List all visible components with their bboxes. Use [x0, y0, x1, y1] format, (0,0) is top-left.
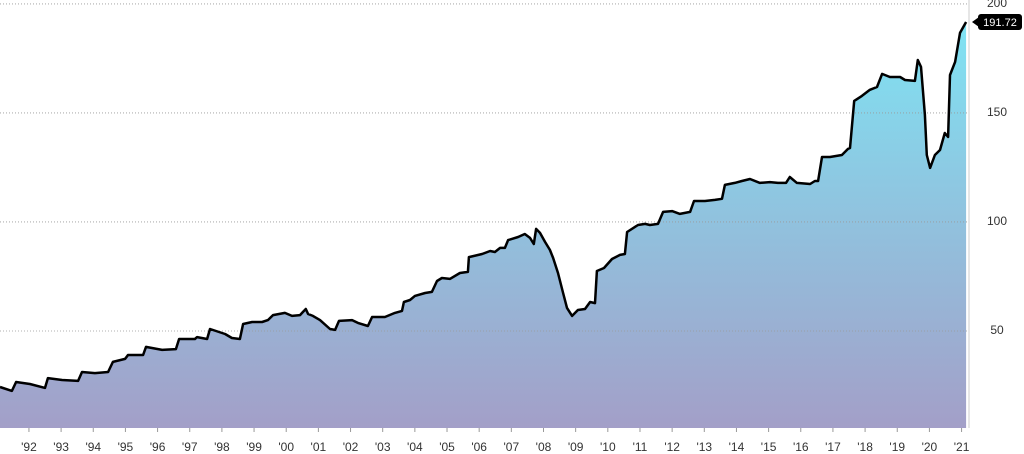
x-tick-label: '09 — [568, 440, 584, 454]
last-value-label: 191.72 — [983, 17, 1017, 29]
y-tick-label: 100 — [987, 214, 1007, 228]
last-value-box — [978, 13, 1022, 30]
x-tick-label: '08 — [536, 440, 552, 454]
x-tick-label: '02 — [343, 440, 359, 454]
y-tick-label: 150 — [987, 105, 1007, 119]
x-tick-label: '99 — [246, 440, 262, 454]
x-tick-label: '94 — [85, 440, 101, 454]
x-tick-label: '04 — [407, 440, 423, 454]
x-tick-label: '11 — [633, 440, 648, 454]
x-tick-label: '95 — [118, 440, 134, 454]
x-tick-label: '17 — [825, 440, 841, 454]
x-tick-label: '15 — [761, 440, 777, 454]
line — [0, 21, 968, 393]
y-tick-label: 200 — [987, 0, 1007, 10]
x-tick-label: '96 — [150, 440, 166, 454]
x-tick-label: '13 — [696, 440, 712, 454]
x-tick-label: '20 — [922, 440, 938, 454]
x-tick-label: '14 — [729, 440, 745, 454]
x-tick-label: '16 — [793, 440, 809, 454]
x-tick-label: '10 — [600, 440, 616, 454]
x-tick-label: '98 — [214, 440, 230, 454]
x-tick-label: '12 — [664, 440, 680, 454]
x-tick-label: '00 — [278, 440, 294, 454]
x-tick-label: '05 — [439, 440, 455, 454]
area-fill — [0, 22, 967, 428]
x-tick-label: '93 — [53, 440, 69, 454]
x-tick-label: '01 — [311, 440, 327, 454]
x-tick-label: '18 — [857, 440, 873, 454]
x-tick-label: '06 — [471, 440, 487, 454]
x-tick-label: '07 — [504, 440, 520, 454]
x-tick-label: '19 — [889, 440, 905, 454]
y-tick-label: 50 — [990, 323, 1004, 337]
x-tick-label: '97 — [182, 440, 198, 454]
last-value-pointer — [972, 16, 979, 27]
x-tick-label: '21 — [954, 440, 970, 454]
x-tick-label: '92 — [21, 440, 37, 454]
x-tick-label: '03 — [375, 440, 391, 454]
